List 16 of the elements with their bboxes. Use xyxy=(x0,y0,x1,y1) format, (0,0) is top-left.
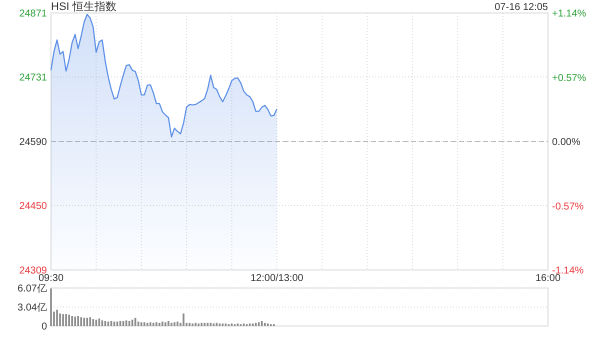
y-tick-label: 24871 xyxy=(19,8,48,20)
y-tick-label: 3.04亿 xyxy=(18,302,47,314)
y-tick-label: 24731 xyxy=(19,72,48,84)
y-tick-label: 6.07亿 xyxy=(18,284,47,294)
x-tick-label: 16:00 xyxy=(535,273,561,284)
y-tick-label: 0 xyxy=(41,322,48,332)
y2-tick-label: +1.14% xyxy=(552,8,586,20)
y-tick-label: 24450 xyxy=(19,201,48,212)
y2-tick-label: -0.57% xyxy=(552,201,584,212)
x-tick-label: 12:00/13:00 xyxy=(250,273,304,284)
x-tick-label: 09:30 xyxy=(38,273,64,284)
y2-tick-label: +0.57% xyxy=(552,72,586,84)
annotation: 07-16 12:05 xyxy=(494,2,548,13)
chart-title: HSI 恒生指数 xyxy=(51,0,116,13)
y-tick-label: 24590 xyxy=(19,137,48,148)
y2-tick-label: 0.00% xyxy=(552,137,580,148)
